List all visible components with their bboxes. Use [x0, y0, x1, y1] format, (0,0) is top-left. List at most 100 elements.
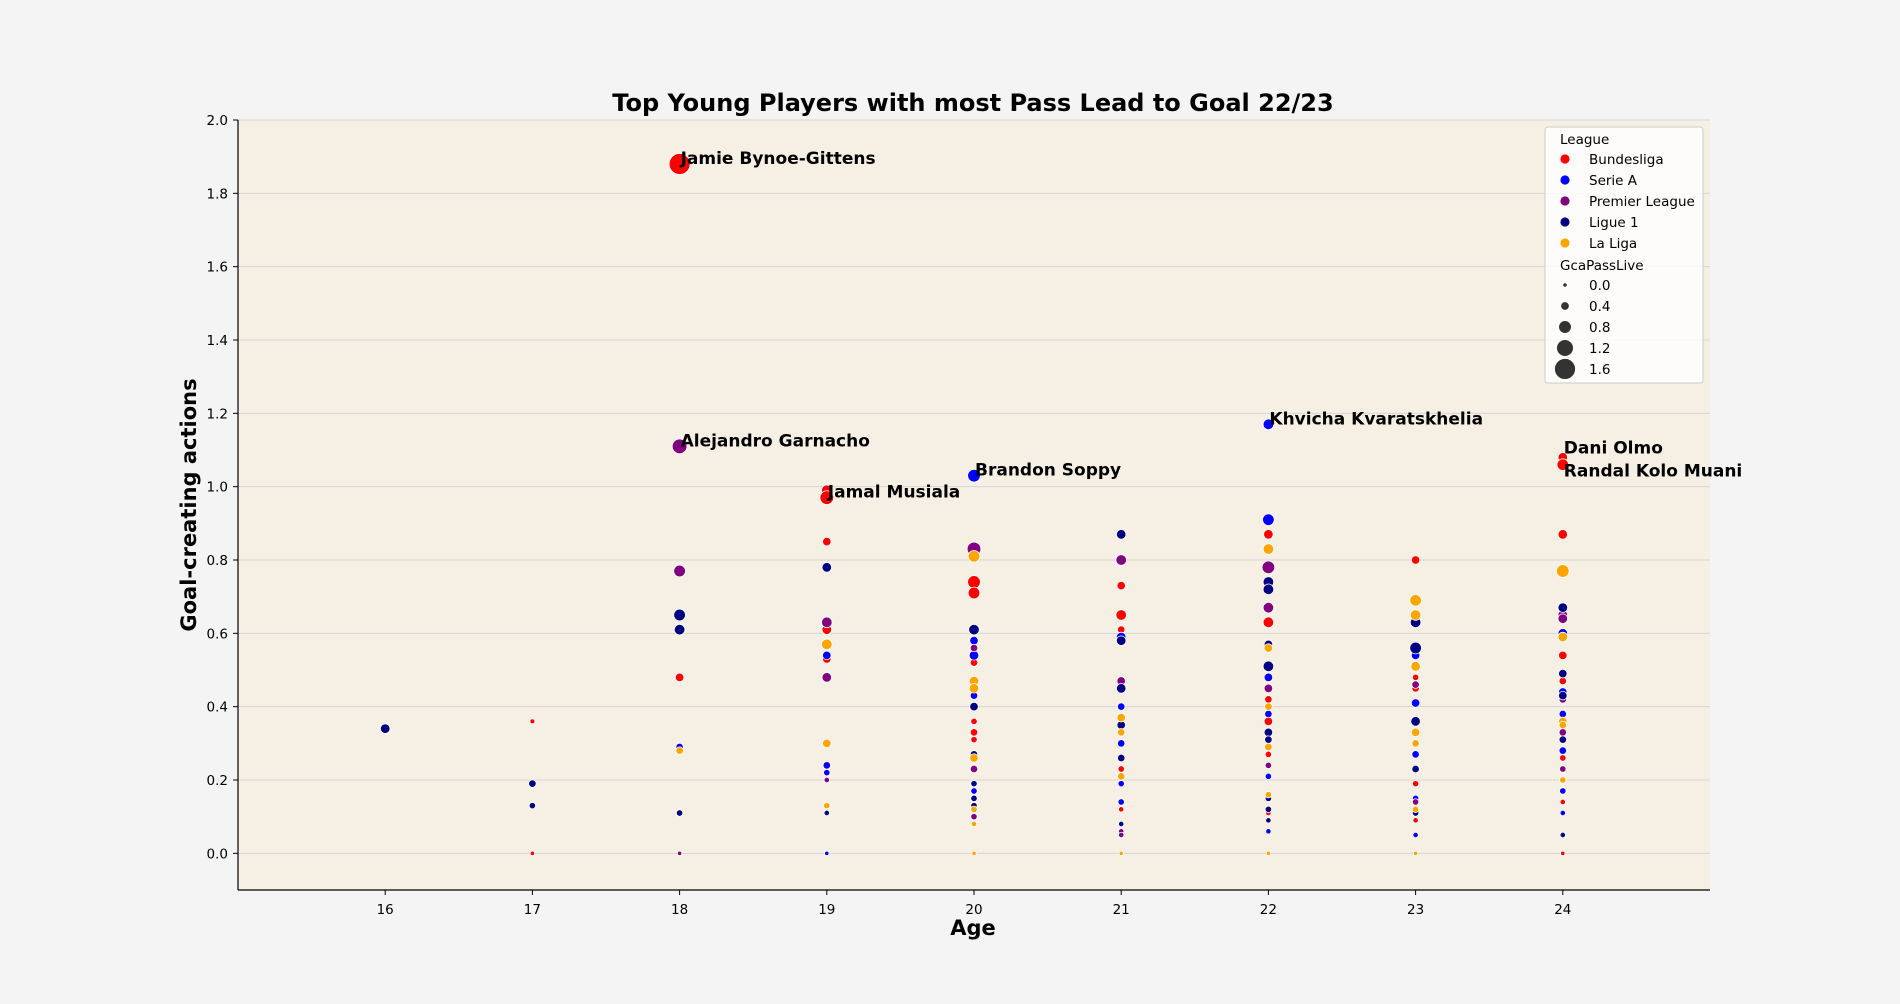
data-point-ligue-1: [1115, 683, 1127, 694]
data-point-bundesliga: [1263, 716, 1274, 727]
data-point-la-liga: [1117, 772, 1126, 781]
legend-marker: [1559, 195, 1571, 207]
y-tick-label: 1.4: [207, 333, 228, 349]
data-point-bundesliga: [1411, 673, 1420, 681]
data-point-la-liga: [1410, 661, 1421, 672]
legend-label: Bundesliga: [1589, 152, 1664, 168]
data-point-bundesliga: [1262, 616, 1275, 629]
data-point-la-liga: [1558, 720, 1567, 730]
data-point-la-liga: [1118, 850, 1124, 856]
data-point-ligue-1: [673, 623, 686, 636]
data-point-ligue-1: [528, 802, 537, 810]
legend-size-marker: [1556, 339, 1574, 357]
data-point-premier-league: [969, 643, 979, 653]
data-point-bundesliga: [1412, 817, 1419, 824]
legend-marker: [1559, 216, 1571, 228]
x-tick-label: 23: [1407, 902, 1424, 918]
data-point-bundesliga: [674, 672, 685, 683]
legend-title: League: [1560, 132, 1609, 148]
data-point-bundesliga: [1558, 650, 1568, 661]
data-point-bundesliga: [1560, 850, 1566, 856]
y-axis-label: Goal-creating actions: [177, 378, 201, 631]
data-point-la-liga: [1116, 712, 1126, 723]
x-tick-label: 17: [524, 902, 541, 918]
data-point-premier-league: [1115, 554, 1127, 566]
data-point-la-liga: [1409, 594, 1422, 607]
data-point-ligue-1: [1263, 727, 1274, 738]
data-point-la-liga: [1264, 702, 1273, 711]
legend-marker: [1559, 153, 1571, 165]
data-point-bundesliga: [970, 717, 978, 725]
data-point-premier-league: [1263, 683, 1274, 694]
y-tick-label: 0.0: [207, 846, 228, 862]
data-point-bundesliga: [1264, 750, 1273, 758]
data-point-bundesliga: [819, 490, 835, 505]
annotation-label: Khvicha Kvaratskhelia: [1269, 409, 1483, 429]
data-point-premier-league: [821, 672, 833, 683]
data-point-la-liga: [1559, 776, 1567, 784]
legend-size-label: 0.4: [1589, 299, 1610, 315]
legend-marker: [1559, 237, 1571, 249]
data-point-serie-a: [969, 635, 979, 646]
annotation-label: Jamie Bynoe-Gittens: [680, 149, 876, 169]
data-point-serie-a: [1559, 787, 1567, 795]
y-tick-label: 1.8: [207, 186, 228, 202]
data-point-la-liga: [1262, 543, 1275, 555]
legend-box: [1544, 126, 1704, 384]
data-point-la-liga: [1413, 850, 1419, 856]
data-point-serie-a: [1264, 772, 1273, 780]
legend-size-marker: [1558, 320, 1572, 334]
data-point-ligue-1: [675, 809, 684, 817]
legend-size-label: 1.6: [1589, 362, 1610, 378]
data-point-ligue-1: [1411, 764, 1420, 774]
data-point-ligue-1: [1557, 602, 1569, 613]
data-point-la-liga: [1264, 742, 1273, 752]
annotation-label: Dani Olmo: [1564, 438, 1663, 458]
data-point-la-liga: [823, 802, 831, 810]
legend: League GcaPassLive Bundesliga Serie A Prem…: [1544, 126, 1704, 384]
data-point-premier-league: [821, 616, 833, 629]
y-tick-label: 2.0: [207, 113, 228, 129]
data-point-ligue-1: [970, 780, 978, 788]
data-point-bundesliga: [668, 153, 691, 175]
x-axis-label: Age: [950, 916, 996, 940]
data-point-serie-a: [1559, 809, 1566, 817]
data-point-bundesliga: [1410, 555, 1421, 565]
data-point-ligue-1: [969, 701, 979, 712]
legend-size-marker: [1562, 282, 1568, 288]
data-point-serie-a: [1117, 702, 1126, 711]
data-point-bundesliga: [1558, 676, 1567, 686]
x-tick-label: 20: [965, 902, 982, 918]
x-tick-label: 22: [1260, 902, 1277, 918]
data-point-la-liga: [1556, 564, 1570, 578]
data-point-serie-a: [1117, 739, 1126, 748]
data-point-ligue-1: [823, 809, 830, 817]
data-point-ligue-1: [970, 794, 978, 802]
data-point-ligue-1: [1118, 820, 1125, 828]
data-point-ligue-1: [1265, 817, 1272, 824]
annotations: Jamie Bynoe-Gittens Alejandro Garnacho Jam…: [680, 149, 1743, 503]
data-point-bundesliga: [1264, 695, 1273, 704]
data-point-bundesliga: [529, 718, 536, 725]
x-tick-label: 18: [671, 902, 688, 918]
data-point-ligue-1: [1264, 735, 1273, 744]
x-tick-label: 16: [377, 902, 394, 918]
data-point-la-liga: [1411, 739, 1420, 748]
data-point-bundesliga: [1116, 580, 1126, 591]
data-point-premier-league: [970, 813, 978, 821]
data-point-ligue-1: [528, 779, 537, 788]
y-tick-label: 0.2: [207, 773, 228, 789]
data-point-la-liga: [821, 638, 833, 651]
data-point-ligue-1: [1117, 753, 1126, 763]
data-point-bundesliga: [1411, 780, 1420, 788]
data-point-bundesliga: [822, 536, 832, 547]
data-point-ligue-1: [1409, 641, 1422, 655]
data-point-bundesliga: [1263, 529, 1274, 540]
data-point-ligue-1: [1115, 529, 1127, 540]
data-point-la-liga: [1263, 643, 1274, 653]
data-point-bundesliga: [1559, 798, 1566, 806]
data-point-serie-a: [1410, 698, 1421, 708]
legend-size-title: GcaPassLive: [1560, 258, 1644, 274]
data-point-serie-a: [1558, 746, 1567, 755]
